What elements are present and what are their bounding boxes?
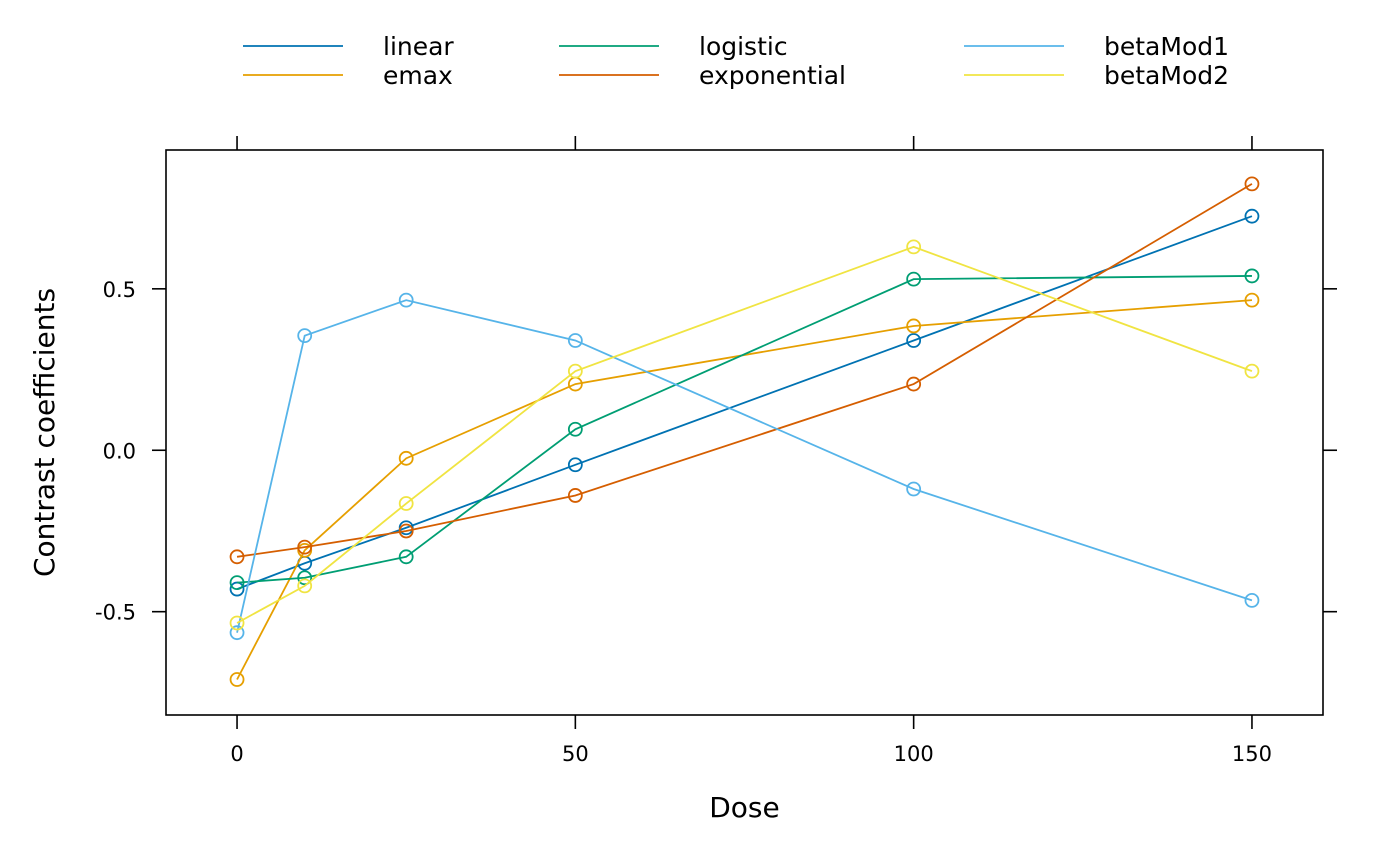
data-point-linear — [1244, 208, 1260, 224]
data-point-emax — [906, 318, 922, 334]
data-point-betaMod2 — [229, 615, 245, 631]
series-line-exponential — [236, 183, 1253, 558]
legend-item-emax: emax — [243, 61, 453, 90]
legend-item-betaMod1: betaMod1 — [964, 32, 1229, 61]
data-point-emax — [1244, 292, 1260, 308]
data-point-betaMod1 — [1244, 592, 1260, 608]
data-point-betaMod2 — [567, 363, 583, 379]
data-point-betaMod2 — [398, 496, 414, 511]
series-logistic — [229, 268, 1260, 591]
series-line-logistic — [236, 275, 1252, 584]
x-tick-label: 150 — [1232, 742, 1272, 766]
data-point-exponential — [398, 523, 414, 539]
data-point-exponential — [1244, 176, 1260, 192]
x-tick-label: 100 — [894, 742, 934, 766]
axis-ticks: 0 50 100 150 -0.5 0.0 0.5 — [95, 136, 1337, 766]
data-point-betaMod1 — [906, 481, 922, 497]
data-point-exponential — [906, 376, 922, 392]
y-tick-label: -0.5 — [95, 601, 136, 625]
data-point-betaMod2 — [1244, 363, 1260, 379]
legend-label: betaMod1 — [1104, 32, 1229, 61]
legend-item-logistic: logistic — [559, 32, 788, 61]
legend-item-betaMod2: betaMod2 — [964, 61, 1229, 90]
y-axis-title: Contrast coefficients — [28, 288, 61, 577]
data-point-exponential — [297, 539, 313, 555]
y-tick-label: 0.0 — [103, 439, 136, 463]
data-point-logistic — [229, 575, 245, 591]
series-line-linear — [236, 215, 1253, 590]
data-point-betaMod2 — [906, 239, 922, 255]
series-betaMod2 — [229, 239, 1260, 631]
series-linear — [229, 208, 1260, 597]
data-point-linear — [567, 457, 583, 473]
y-tick-label: 0.5 — [103, 278, 136, 302]
data-point-linear — [906, 333, 922, 348]
legend-label: logistic — [699, 32, 788, 61]
x-axis-title: Dose — [709, 791, 780, 824]
series-line-betaMod1 — [236, 299, 1253, 633]
data-point-logistic — [906, 271, 922, 287]
series-line-betaMod2 — [236, 245, 1253, 624]
data-point-logistic — [398, 549, 414, 565]
series-group — [229, 176, 1260, 687]
legend-label: betaMod2 — [1104, 61, 1229, 90]
data-point-betaMod1 — [229, 625, 245, 641]
plot-frame — [165, 149, 1324, 716]
series-betaMod1 — [229, 292, 1260, 641]
data-point-emax — [398, 450, 414, 466]
x-tick-label: 0 — [230, 742, 243, 766]
x-tick-label: 50 — [562, 742, 589, 766]
data-point-betaMod2 — [297, 578, 313, 594]
data-point-exponential — [567, 488, 583, 503]
legend-item-linear: linear — [243, 32, 454, 61]
data-point-logistic — [297, 570, 313, 586]
data-point-betaMod1 — [567, 333, 583, 348]
legend-item-exponential: exponential — [559, 61, 846, 90]
legend-label: linear — [383, 32, 454, 61]
data-point-emax — [229, 672, 245, 687]
data-point-betaMod1 — [398, 292, 414, 308]
data-point-exponential — [229, 549, 245, 565]
series-line-emax — [236, 299, 1253, 680]
series-emax — [229, 292, 1260, 687]
legend-label: emax — [383, 61, 453, 90]
data-point-logistic — [567, 421, 583, 437]
data-point-logistic — [1244, 268, 1260, 284]
data-point-betaMod1 — [297, 328, 313, 344]
legend-label: exponential — [699, 61, 846, 90]
series-exponential — [229, 176, 1260, 565]
